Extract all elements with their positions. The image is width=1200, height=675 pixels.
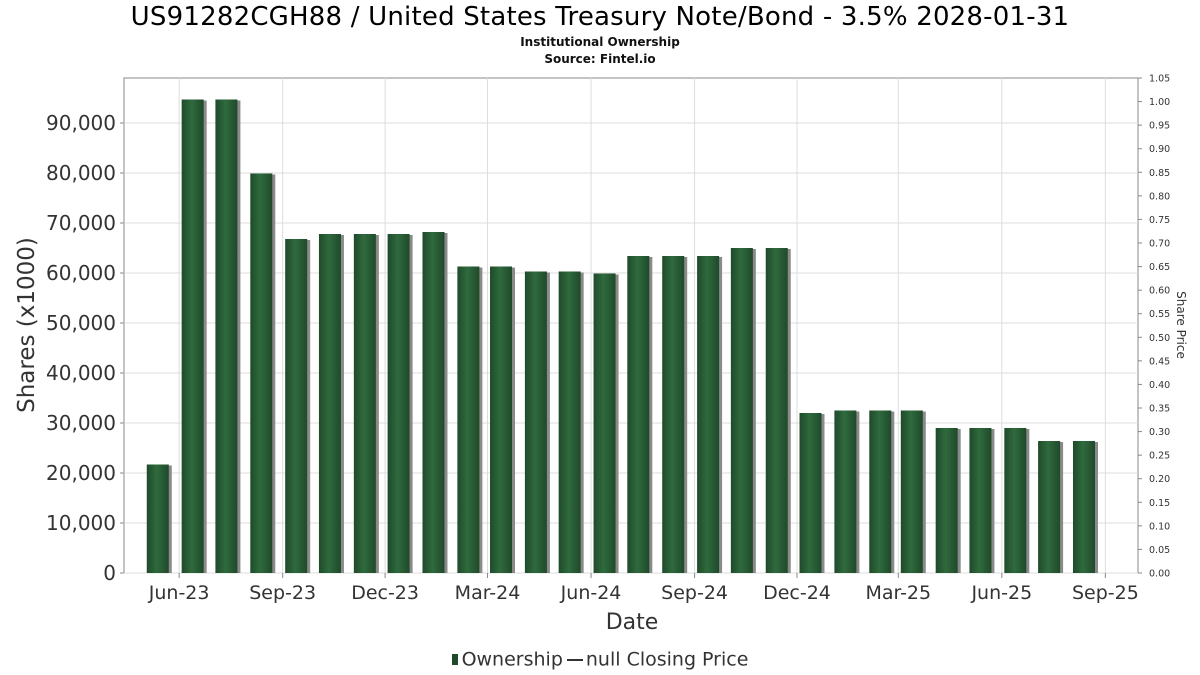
y-axis-title: Shares (x1000) xyxy=(14,237,40,413)
y2-tick-label: 0.20 xyxy=(1149,474,1170,485)
y2-tick-label: 0.05 xyxy=(1149,545,1170,556)
closing-price-swatch xyxy=(566,658,583,661)
ownership-swatch xyxy=(451,654,458,665)
y2-tick-label: 1.00 xyxy=(1149,97,1170,108)
ownership-bar xyxy=(387,234,410,573)
y2-tick-label: 0.65 xyxy=(1149,262,1170,273)
chart-title: US91282CGH88 / United States Treasury No… xyxy=(130,2,1070,32)
ownership-bar xyxy=(1072,441,1095,573)
ownership-bar xyxy=(457,266,480,573)
ownership-bar xyxy=(490,266,513,573)
ownership-bar xyxy=(285,239,308,573)
y2-tick-label: 0.55 xyxy=(1149,309,1170,320)
y-tick-label: 50,000 xyxy=(46,311,116,335)
y2-tick-label: 0.70 xyxy=(1149,239,1170,250)
y2-tick-label: 0.30 xyxy=(1149,427,1170,438)
ownership-bar xyxy=(900,410,923,573)
chart-subtitle: Institutional Ownership xyxy=(520,35,680,49)
y2-tick-label: 0.60 xyxy=(1149,286,1170,297)
chart-legend: Ownership null Closing Price xyxy=(0,648,1200,671)
x-tick-label: Jun-24 xyxy=(560,582,622,604)
ownership-bar xyxy=(1038,441,1061,573)
x-tick-label: Mar-24 xyxy=(455,582,521,604)
x-tick-label: Dec-23 xyxy=(351,582,419,604)
x-tick-label: Dec-24 xyxy=(763,582,831,604)
ownership-bar xyxy=(353,234,376,573)
y2-tick-label: 0.85 xyxy=(1149,168,1170,179)
y2-tick-label: 0.25 xyxy=(1149,451,1170,462)
ownership-bar xyxy=(799,413,822,573)
ownership-bar xyxy=(935,428,958,573)
y-tick-label: 30,000 xyxy=(46,411,116,435)
y-tick-label: 80,000 xyxy=(46,161,116,185)
ownership-bar xyxy=(1004,428,1027,573)
ownership-bar xyxy=(765,248,788,573)
y-tick-label: 20,000 xyxy=(46,461,116,485)
ownership-bar xyxy=(627,256,650,573)
x-tick-label: Sep-23 xyxy=(249,582,316,604)
x-axis-title: Date xyxy=(606,610,659,635)
ownership-bar xyxy=(318,234,341,573)
y-tick-label: 60,000 xyxy=(46,261,116,285)
y2-tick-label: 0.15 xyxy=(1149,498,1170,509)
ownership-bar xyxy=(250,173,273,573)
legend-ownership: Ownership xyxy=(461,648,563,671)
ownership-bar xyxy=(146,464,169,573)
ownership-bar xyxy=(181,99,204,573)
y2-tick-label: 0.80 xyxy=(1149,191,1170,202)
ownership-bar xyxy=(524,271,547,573)
y-tick-label: 10,000 xyxy=(46,511,116,535)
y2-tick-label: 1.05 xyxy=(1149,74,1170,85)
y-tick-label: 70,000 xyxy=(46,211,116,235)
ownership-bar xyxy=(593,273,616,573)
y2-tick-label: 0.40 xyxy=(1149,380,1170,391)
ownership-bar xyxy=(834,410,857,573)
x-tick-label: Mar-25 xyxy=(865,582,931,604)
x-tick-label: Jun-25 xyxy=(970,582,1032,604)
ownership-bar xyxy=(662,256,685,573)
y-tick-label: 0 xyxy=(103,561,116,585)
y2-tick-label: 0.00 xyxy=(1149,569,1170,580)
y-tick-label: 40,000 xyxy=(46,361,116,385)
ownership-bar xyxy=(422,232,445,573)
chart-source: Source: Fintel.io xyxy=(544,52,656,66)
ownership-bar xyxy=(730,248,753,573)
y-tick-label: 90,000 xyxy=(46,111,116,135)
y2-tick-label: 0.45 xyxy=(1149,356,1170,367)
y2-axis-title: Share Price xyxy=(1174,291,1188,359)
ownership-bar xyxy=(869,410,892,573)
x-tick-label: Sep-24 xyxy=(661,582,728,604)
ownership-bar xyxy=(215,99,238,573)
ownership-bar xyxy=(558,271,581,573)
x-tick-label: Sep-25 xyxy=(1072,582,1139,604)
y2-tick-label: 0.90 xyxy=(1149,144,1170,155)
y2-tick-label: 0.75 xyxy=(1149,215,1170,226)
legend-closing-price: null Closing Price xyxy=(585,648,749,671)
x-tick-label: Jun-23 xyxy=(148,582,210,604)
y2-tick-label: 0.35 xyxy=(1149,404,1170,415)
y2-tick-label: 0.50 xyxy=(1149,333,1170,344)
y2-tick-label: 0.10 xyxy=(1149,521,1170,532)
ownership-bar xyxy=(969,428,992,573)
ownership-bar xyxy=(697,256,720,573)
y2-tick-label: 0.95 xyxy=(1149,121,1170,132)
